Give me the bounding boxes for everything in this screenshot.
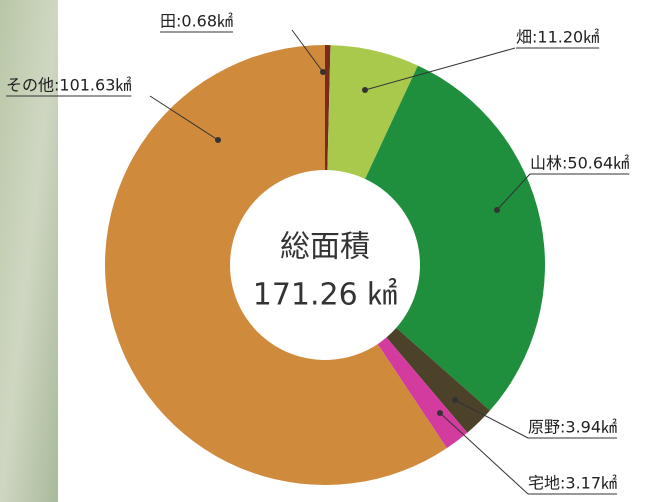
leader-line [496, 173, 531, 211]
center-total: 171.26 ㎢ [253, 278, 398, 313]
slice-label: その他:101.63㎢ [6, 76, 131, 95]
leader-dot [362, 87, 368, 93]
leader-dot [215, 137, 221, 143]
slice-label: 原野:3.94㎢ [528, 418, 617, 437]
leader-dot [437, 410, 443, 416]
slice-label: 畑:11.20㎢ [516, 28, 599, 47]
slice [325, 65, 545, 411]
leader-line [364, 47, 516, 91]
leader-dot [452, 397, 458, 403]
leader-dot [320, 69, 326, 75]
slice-label: 田:0.68㎢ [160, 12, 233, 31]
leader-line [439, 412, 529, 495]
donut-hole [230, 170, 420, 360]
leader-line [291, 29, 324, 73]
background-strip [0, 0, 58, 502]
leader-dot [494, 207, 500, 213]
leader-line [454, 399, 529, 439]
center-title: 総面積 [280, 230, 370, 265]
slice-label: 山林:50.64㎢ [530, 154, 629, 173]
leader-line [149, 95, 219, 141]
slice-label: 宅地:3.17㎢ [528, 474, 617, 493]
